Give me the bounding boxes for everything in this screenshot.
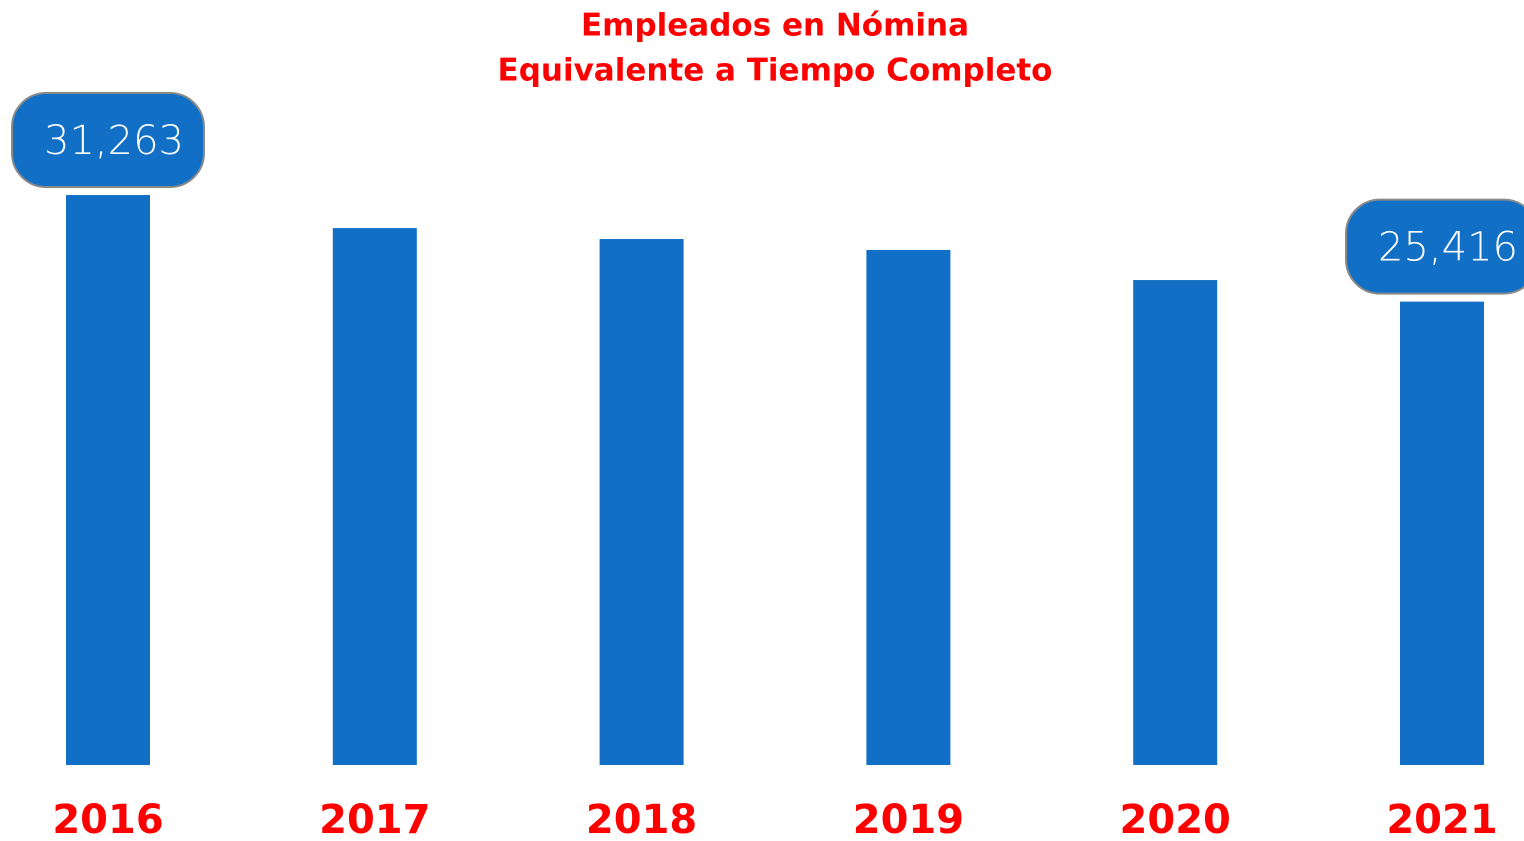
x-tick-label: 2018: [586, 797, 697, 841]
bar: [1133, 280, 1218, 765]
bar: [866, 249, 951, 766]
value-label: 25,416: [1378, 225, 1518, 271]
x-tick-label: 2016: [52, 797, 163, 841]
value-label-bubble: [1345, 198, 1524, 295]
bar: [1400, 301, 1484, 765]
bar: [332, 228, 417, 765]
value-label-bubble: [11, 92, 205, 189]
x-tick-label: 2017: [319, 797, 430, 841]
chart-title: Empleados en Nómina: [581, 8, 969, 44]
x-tick-label: 2019: [853, 797, 964, 841]
bar: [66, 195, 150, 765]
x-tick-label: 2020: [1120, 797, 1231, 841]
bar: [599, 239, 684, 765]
x-tick-label: 2021: [1386, 797, 1497, 841]
value-label: 31,263: [44, 118, 184, 164]
chart-subtitle: Equivalente a Tiempo Completo: [498, 53, 1053, 89]
